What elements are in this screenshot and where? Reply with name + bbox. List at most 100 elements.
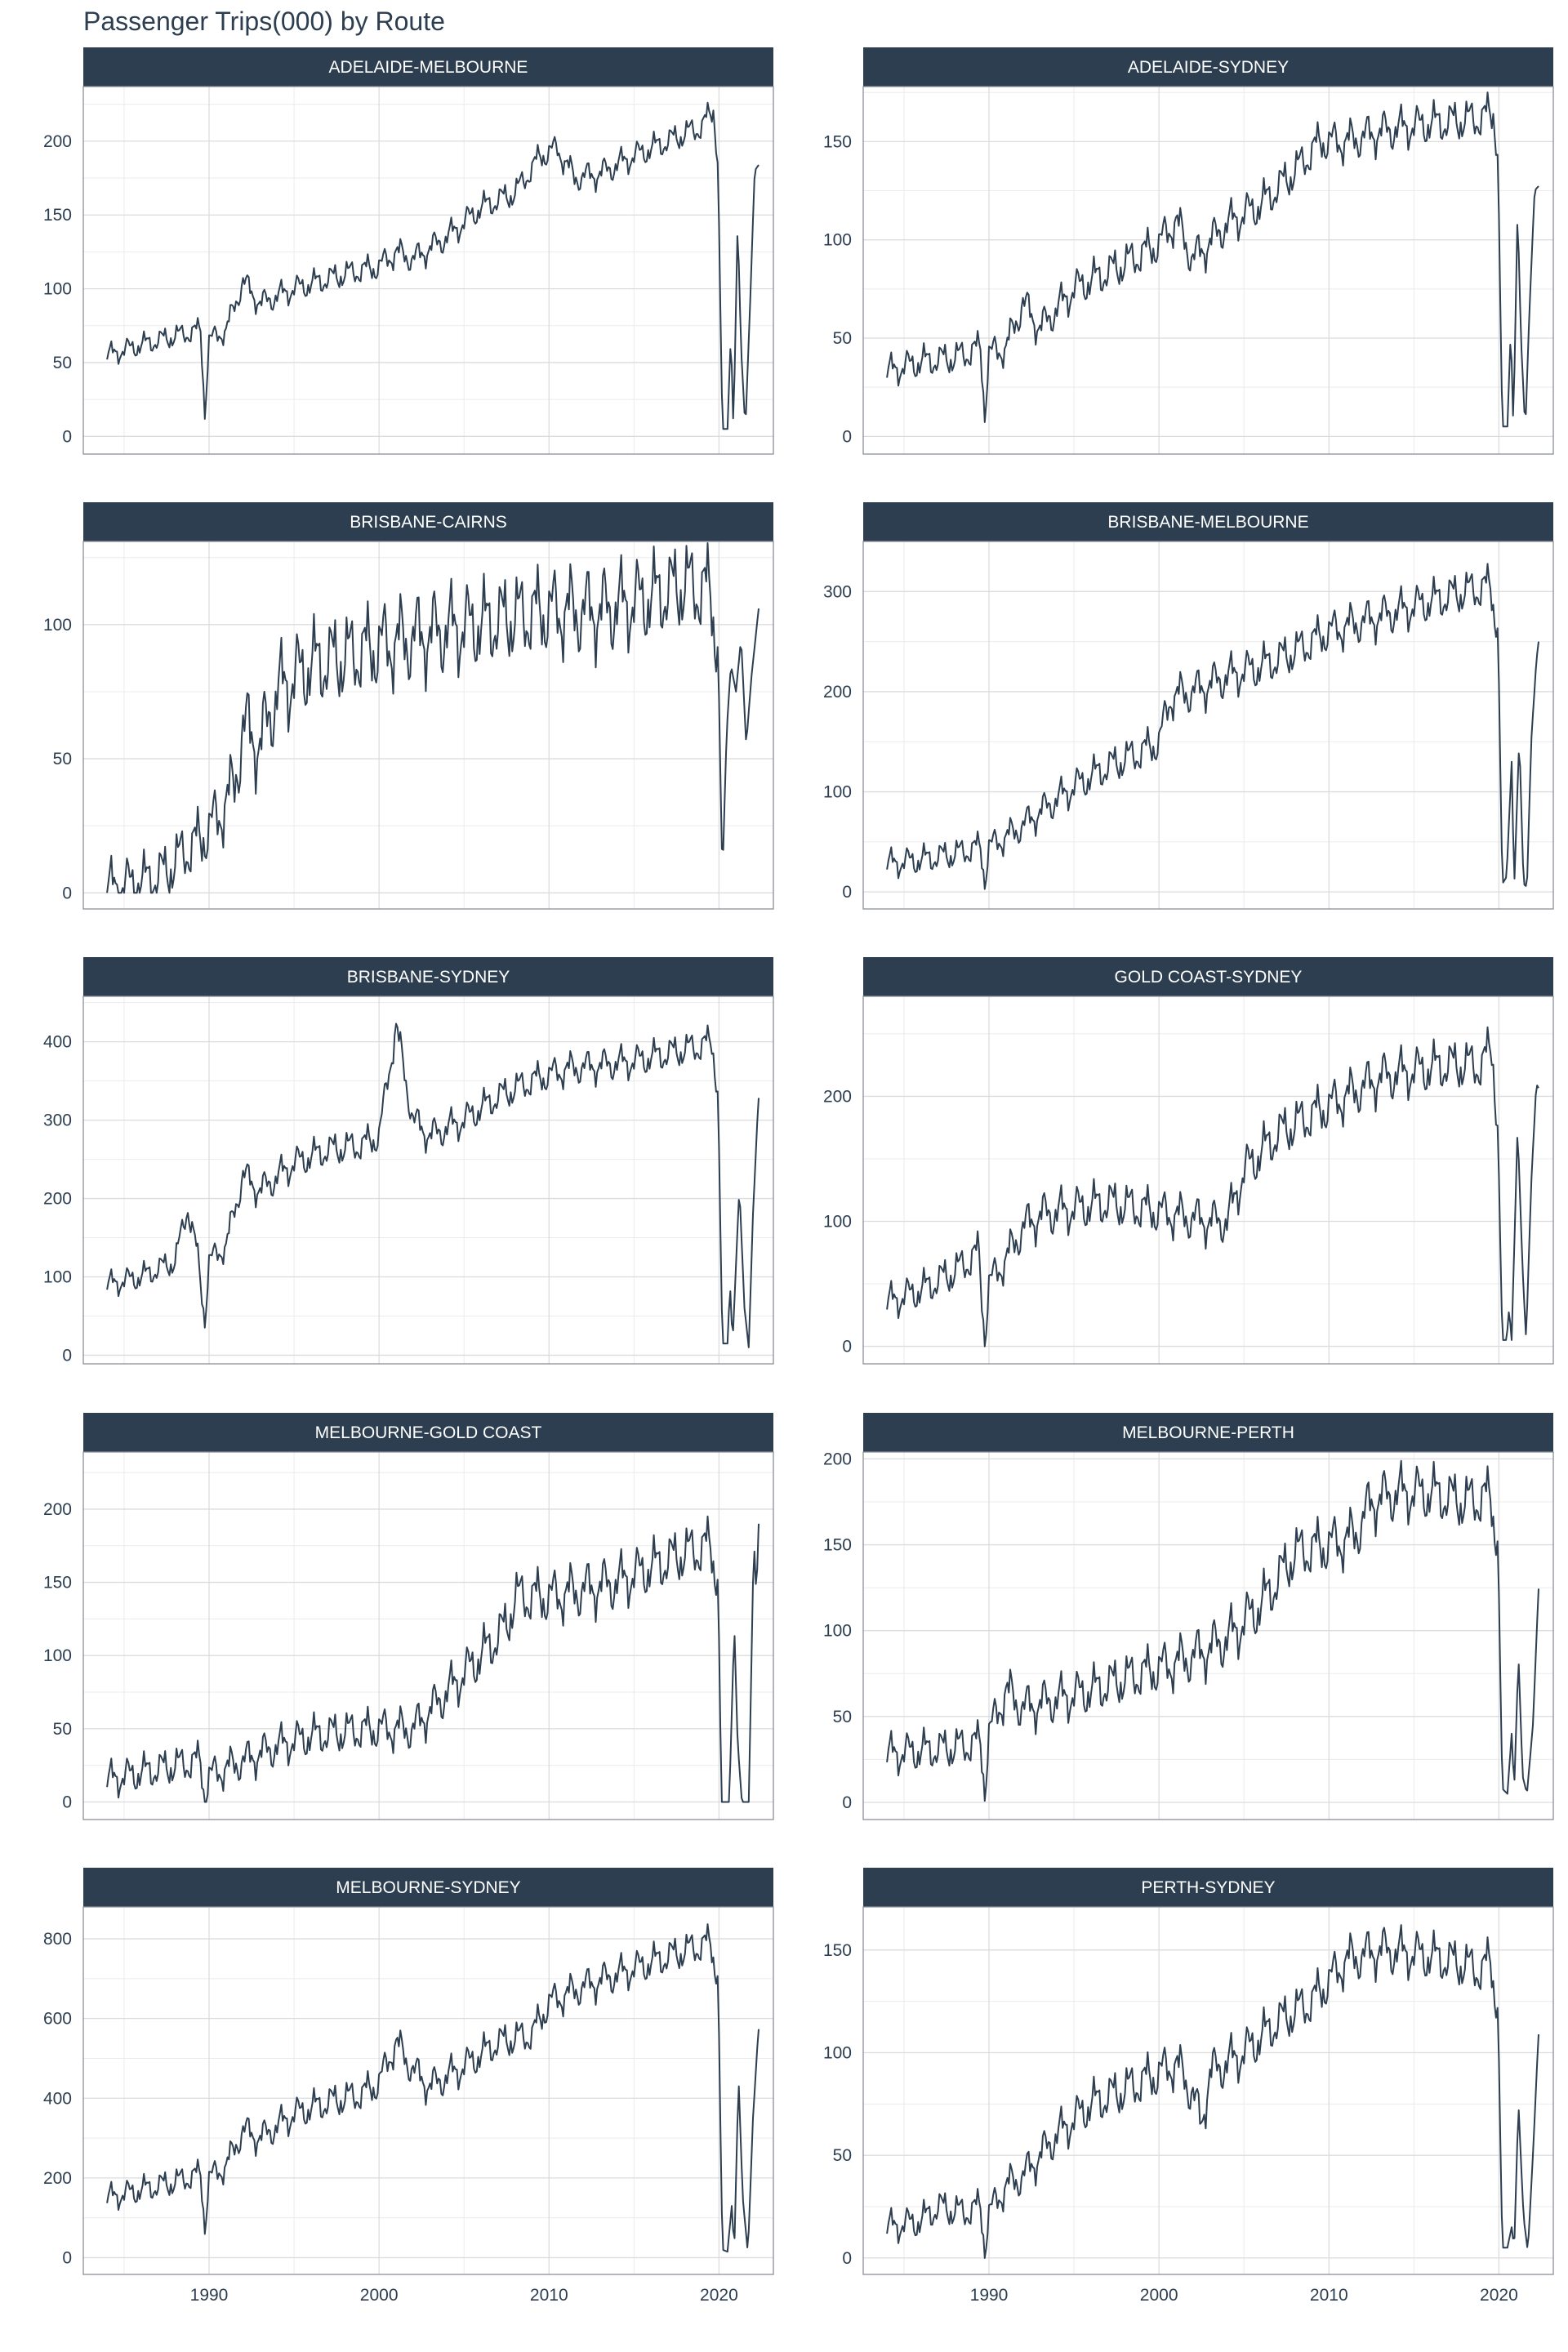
y-tick-label: 150 [823,132,852,151]
y-tick-label: 100 [823,2043,852,2062]
y-tick-label: 50 [53,354,72,372]
y-tick-label: 50 [833,329,852,348]
y-tick-label: 0 [62,1346,72,1365]
y-tick-label: 100 [43,616,72,635]
y-tick-label: 600 [43,2010,72,2029]
y-tick-label: 0 [62,884,72,902]
panel-strip-label: PERTH-SYDNEY [1141,1878,1275,1897]
panel-border [862,86,1554,455]
panel-melbourne-gold-coast: MELBOURNE-GOLD COAST 0 50 100 150 200 [43,1413,774,1820]
x-tick-label: 2000 [360,2286,399,2305]
x-tick-label: 2010 [1310,2286,1348,2305]
x-tick-label: 2020 [1480,2286,1518,2305]
y-tick-label: 100 [43,1646,72,1665]
panel-perth-sydney: PERTH-SYDNEY 0 50 100 150 1990 2000 2010 2020 [823,1868,1554,2305]
y-tick-label: 0 [842,1793,852,1812]
panel-melbourne-perth: MELBOURNE-PERTH 0 50 100 150 200 [823,1413,1554,1820]
y-tick-label: 0 [842,427,852,446]
series-line [106,1022,760,1348]
series-line [886,1026,1539,1348]
panel-strip [863,47,1553,87]
y-tick-label: 100 [43,280,72,299]
y-tick-label: 200 [823,1450,852,1468]
y-tick-label: 200 [43,1190,72,1209]
panel-border [862,1451,1554,1820]
y-tick-label: 50 [833,2146,852,2165]
y-tick-label: 200 [43,2169,72,2188]
y-tick-label: 200 [823,683,852,702]
y-tick-label: 50 [833,1708,852,1726]
y-tick-label: 150 [823,1941,852,1960]
y-tick-label: 100 [823,783,852,802]
panel-strip-label: MELBOURNE-GOLD COAST [315,1423,542,1442]
panel-strip-label: BRISBANE-MELBOURNE [1107,513,1308,532]
panel-strip [863,502,1553,541]
x-tick-label: 2000 [1140,2286,1178,2305]
y-tick-label: 800 [43,1930,72,1949]
y-tick-label: 0 [62,427,72,446]
series-line [886,1924,1539,2259]
panel-border [82,86,774,455]
y-tick-label: 0 [62,1793,72,1811]
panel-border [82,1906,774,2275]
panel-border [82,996,774,1365]
y-tick-label: 0 [62,2249,72,2268]
panel-strip [83,502,773,541]
panel-border [862,541,1554,910]
series-line [886,563,1539,890]
panel-strip-label: ADELAIDE-SYDNEY [1128,58,1289,77]
panel-strip-label: BRISBANE-CAIRNS [350,513,507,532]
y-tick-label: 100 [823,1622,852,1641]
x-tick-label: 1990 [190,2286,229,2305]
panel-strip [863,1413,1553,1452]
y-tick-label: 100 [43,1267,72,1286]
y-tick-label: 200 [43,132,72,151]
y-tick-label: 50 [53,750,72,768]
series-line [106,542,760,894]
panel-melbourne-sydney: MELBOURNE-SYDNEY 0 200 400 600 800 1990 2000 201… [43,1868,774,2305]
chart-title: Passenger Trips(000) by Route [83,7,445,36]
panel-border [82,1451,774,1820]
y-tick-label: 200 [43,1500,72,1519]
panel-gold-coast-sydney: GOLD COAST-SYDNEY 0 100 200 [823,957,1554,1365]
panel-strip [83,1413,773,1452]
panel-strip-label: MELBOURNE-PERTH [1122,1423,1294,1442]
y-tick-label: 300 [823,582,852,601]
panel-strip-label: ADELAIDE-MELBOURNE [329,58,528,77]
panel-adelaide-melbourne: ADELAIDE-MELBOURNE 0 50 100 150 200 [43,47,774,455]
panel-strip-label: GOLD COAST-SYDNEY [1115,968,1303,987]
y-tick-label: 400 [43,2089,72,2108]
panel-strip-label: MELBOURNE-SYDNEY [336,1878,520,1897]
panel-border [862,1906,1554,2275]
panel-brisbane-sydney: BRISBANE-SYDNEY 0 100 200 300 400 [43,957,774,1365]
panel-adelaide-sydney: ADELAIDE-SYDNEY 0 50 100 150 [823,47,1554,455]
y-tick-label: 0 [842,883,852,902]
y-tick-label: 0 [842,1338,852,1356]
panel-strip [83,1868,773,1907]
panel-border [82,541,774,910]
y-tick-label: 0 [842,2249,852,2268]
y-tick-label: 150 [43,206,72,225]
x-tick-label: 2010 [530,2286,568,2305]
series-line [106,101,760,430]
series-line [106,1515,760,1803]
y-tick-label: 400 [43,1033,72,1052]
y-tick-label: 100 [823,231,852,250]
panel-strip [863,957,1553,996]
x-tick-label: 2020 [700,2286,738,2305]
series-line [886,91,1539,428]
y-tick-label: 100 [823,1213,852,1232]
series-line [106,1923,760,2253]
panel-strip [83,47,773,87]
y-tick-label: 50 [53,1720,72,1739]
panel-strip-label: BRISBANE-SYDNEY [347,968,510,987]
panel-brisbane-cairns: BRISBANE-CAIRNS 0 50 100 [43,502,774,910]
y-tick-label: 150 [823,1536,852,1555]
panel-brisbane-melbourne: BRISBANE-MELBOURNE 0 100 200 300 [823,502,1554,910]
y-tick-label: 300 [43,1111,72,1130]
series-line [886,1459,1539,1802]
panel-strip [83,957,773,996]
panel-strip [863,1868,1553,1907]
panel-border [862,996,1554,1365]
